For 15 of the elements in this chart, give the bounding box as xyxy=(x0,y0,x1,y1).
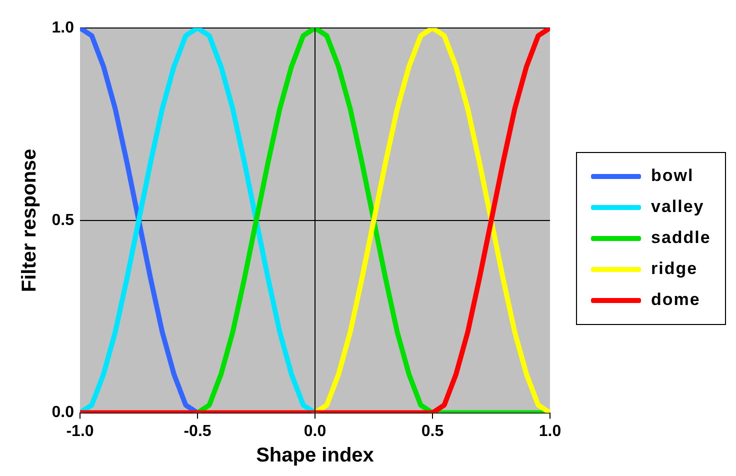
legend-label: ridge xyxy=(651,259,698,279)
x-tick-label: -0.5 xyxy=(184,422,212,440)
y-tick-label: 1.0 xyxy=(52,19,74,36)
y-tick-label: 0.0 xyxy=(52,404,74,422)
y-axis-title: Filter response xyxy=(18,148,41,292)
x-tick-label: -1.0 xyxy=(66,422,94,440)
legend-label: dome xyxy=(651,290,700,310)
legend-label: bowl xyxy=(651,166,694,186)
x-axis-title: Shape index xyxy=(256,444,374,467)
legend-label: saddle xyxy=(651,228,711,248)
y-tick-label: 0.5 xyxy=(52,212,74,229)
legend-label: valley xyxy=(651,197,704,217)
x-tick-label: 0.5 xyxy=(421,422,444,440)
x-tick-label: 0.0 xyxy=(304,422,326,440)
x-tick-label: 1.0 xyxy=(538,422,562,440)
